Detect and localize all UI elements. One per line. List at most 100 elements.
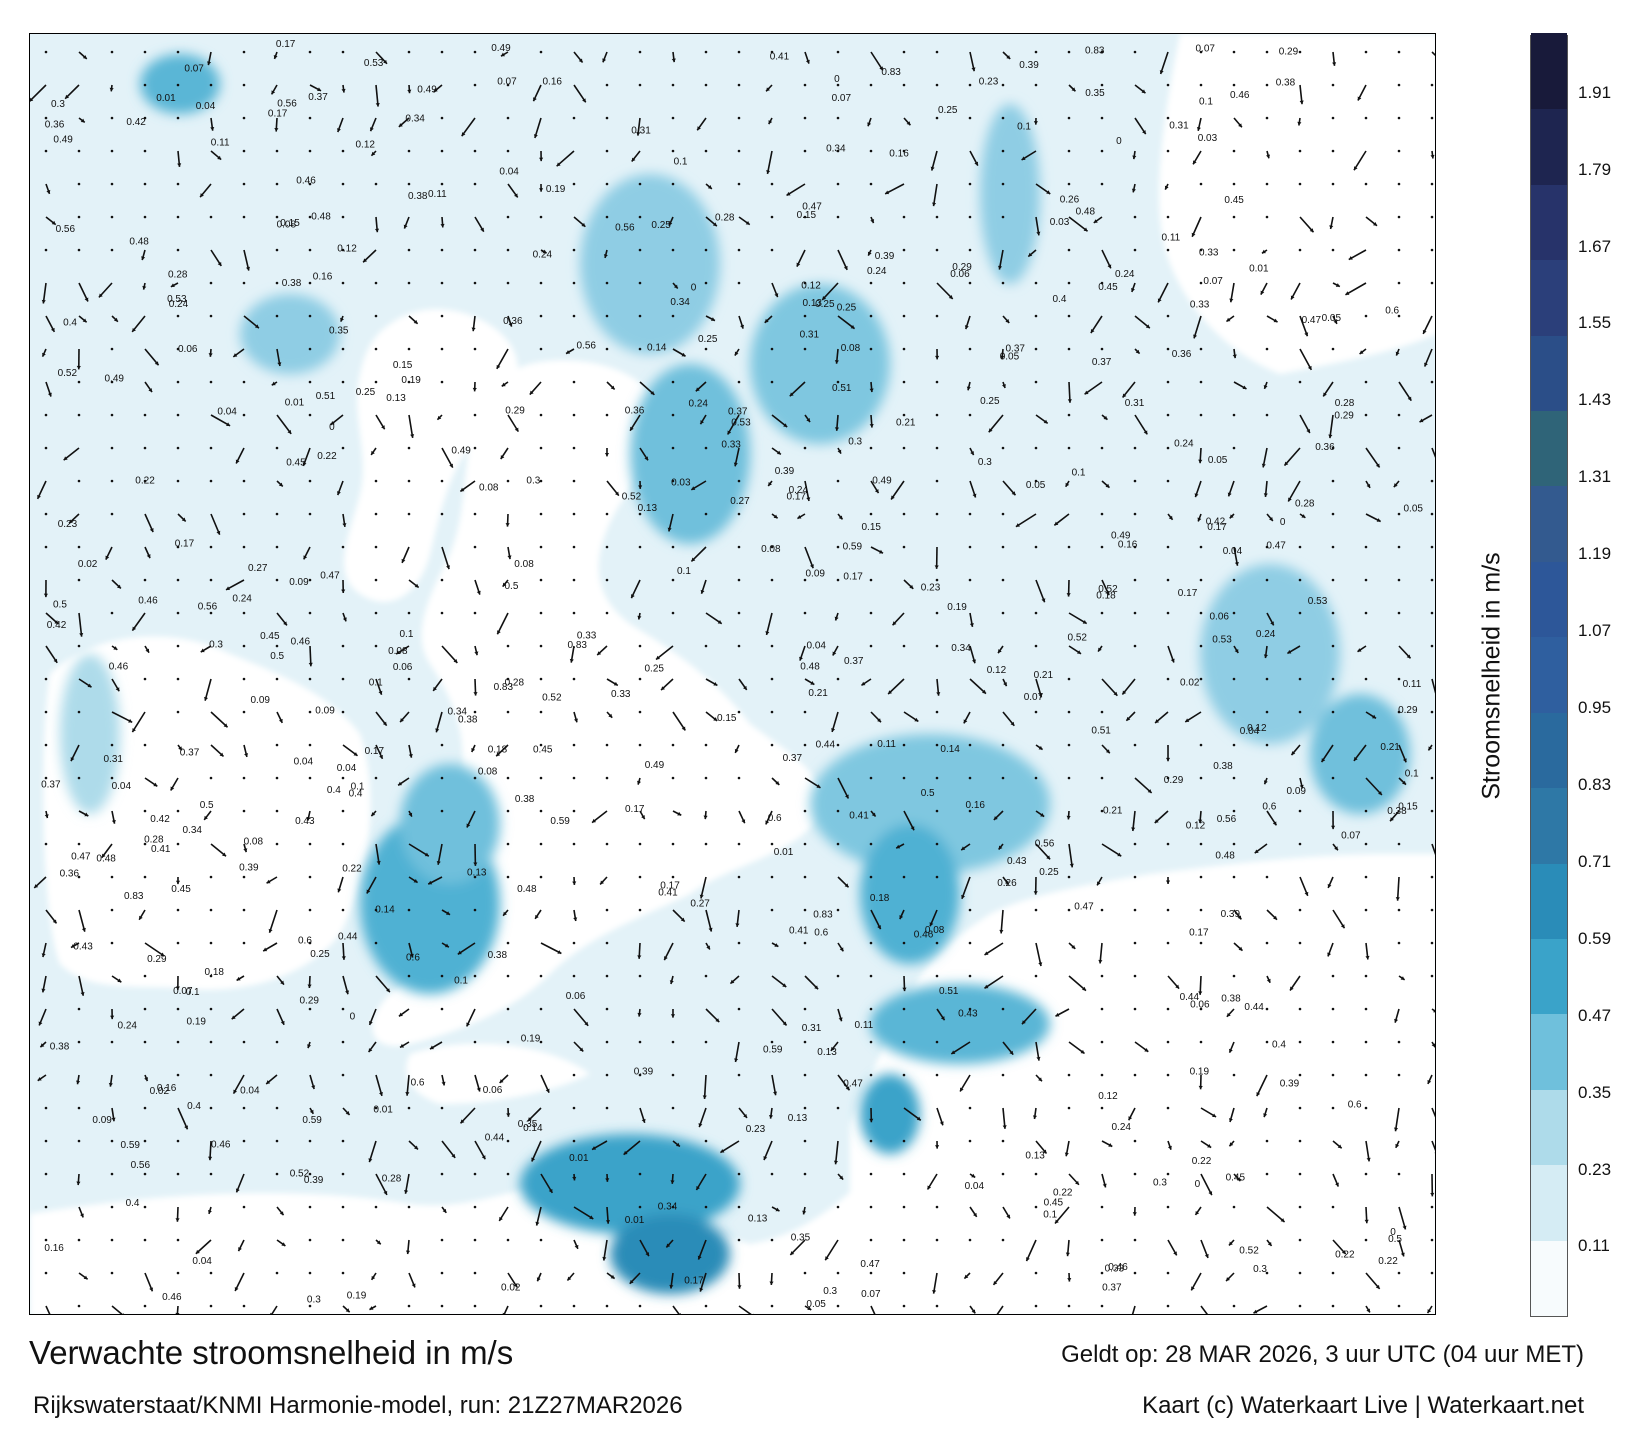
grid-dot xyxy=(209,1073,213,1077)
grid-dot xyxy=(341,545,345,549)
grid-dot xyxy=(1034,446,1038,450)
grid-dot xyxy=(506,1238,510,1242)
grid-dot xyxy=(605,347,609,351)
current-arrowhead xyxy=(1263,780,1268,785)
grid-dot xyxy=(704,446,708,450)
grid-dot xyxy=(671,1106,675,1110)
grid-dot xyxy=(1364,809,1368,813)
grid-dot xyxy=(143,83,147,87)
speed-label: 0.46 xyxy=(211,1140,231,1151)
grid-dot xyxy=(275,446,279,450)
grid-dot xyxy=(1100,710,1104,714)
grid-dot xyxy=(1067,908,1071,912)
grid-dot xyxy=(539,809,543,813)
current-arrowhead xyxy=(345,1308,350,1313)
speed-label: 0.38 xyxy=(282,278,302,289)
grid-dot xyxy=(209,1304,213,1308)
speed-label: 0.45 xyxy=(286,457,306,468)
grid-dot xyxy=(968,281,972,285)
grid-dot xyxy=(1133,842,1137,846)
grid-dot xyxy=(1133,578,1137,582)
grid-dot xyxy=(605,116,609,120)
grid-dot xyxy=(506,677,510,681)
speed-label: 0.53 xyxy=(364,58,384,69)
grid-dot xyxy=(143,1172,147,1176)
current-arrowhead xyxy=(1334,846,1338,851)
current-arrowhead xyxy=(768,1114,774,1119)
grid-dot xyxy=(770,743,774,747)
grid-dot xyxy=(1199,1040,1203,1044)
grid-dot xyxy=(902,1238,906,1242)
grid-dot xyxy=(803,743,807,747)
grid-dot xyxy=(1397,908,1401,912)
current-arrowhead xyxy=(867,251,872,256)
grid-dot xyxy=(968,1106,972,1110)
grid-dot xyxy=(1034,479,1038,483)
grid-dot xyxy=(209,314,213,318)
current-arrowhead xyxy=(1036,231,1041,236)
speed-label: 0.44 xyxy=(485,1132,505,1143)
grid-dot xyxy=(1364,875,1368,879)
current-arrowhead xyxy=(1191,232,1196,237)
grid-dot xyxy=(110,50,114,54)
speed-label: 0 xyxy=(1195,1179,1201,1190)
grid-dot xyxy=(638,743,642,747)
current-arrowhead xyxy=(51,220,56,225)
current-arrow xyxy=(1068,612,1088,625)
grid-dot xyxy=(704,974,708,978)
grid-dot xyxy=(1265,182,1269,186)
grid-dot xyxy=(1100,1271,1104,1275)
grid-dot xyxy=(1298,611,1302,615)
current-arrowhead xyxy=(699,1287,704,1292)
current-arrowhead xyxy=(1301,514,1306,518)
current-arrowhead xyxy=(401,558,406,563)
grid-dot xyxy=(143,1238,147,1242)
current-arrowhead xyxy=(1366,483,1371,488)
grid-dot xyxy=(1397,446,1401,450)
grid-dot xyxy=(506,1007,510,1011)
grid-dot xyxy=(1133,875,1137,879)
grid-dot xyxy=(341,1271,345,1275)
current-arrow xyxy=(705,909,713,932)
grid-dot xyxy=(1001,149,1005,153)
current-arrowhead xyxy=(280,1020,285,1025)
current-arrow xyxy=(459,1107,476,1124)
grid-dot xyxy=(803,908,807,912)
current-arrowhead xyxy=(636,131,641,136)
current-arrowhead xyxy=(845,1086,850,1091)
grid-dot xyxy=(407,380,411,384)
grid-dot xyxy=(1298,50,1302,54)
grid-dot xyxy=(110,149,114,153)
current-arrowhead xyxy=(1288,497,1292,502)
grid-dot xyxy=(1232,974,1236,978)
current-arrowhead xyxy=(141,256,146,261)
current-arrowhead xyxy=(630,594,635,599)
grid-dot xyxy=(1067,50,1071,54)
current-arrowhead xyxy=(584,1021,589,1026)
speed-label: 0.44 xyxy=(816,740,836,751)
current-arrowhead xyxy=(695,387,700,392)
current-arrow xyxy=(573,1206,594,1220)
speed-label: 0.07 xyxy=(1203,276,1223,287)
speed-label: 0.29 xyxy=(1164,775,1184,786)
grid-dot xyxy=(1298,1073,1302,1077)
grid-dot xyxy=(1232,875,1236,879)
grid-dot xyxy=(1034,380,1038,384)
grid-dot xyxy=(1034,281,1038,285)
current-arrowhead xyxy=(440,223,445,228)
grid-dot xyxy=(1034,611,1038,615)
grid-dot xyxy=(242,908,246,912)
grid-dot xyxy=(638,1304,642,1308)
current-arrowhead xyxy=(822,296,827,300)
speed-label: 0.04 xyxy=(112,781,132,792)
current-arrowhead xyxy=(839,1175,844,1180)
current-arrowhead xyxy=(175,1218,180,1222)
grid-dot xyxy=(1034,545,1038,549)
speed-label: 0.83 xyxy=(568,640,588,651)
current-arrowhead xyxy=(70,944,75,948)
current-arrowhead xyxy=(76,365,81,370)
current-arrowhead xyxy=(1372,714,1377,719)
grid-dot xyxy=(341,380,345,384)
speed-label: 0.14 xyxy=(647,343,667,354)
current-speed-map[interactable]: 0.38 0.02 0.56 0.12 0.46 0.46 0.36 0.83 0.04 0.13… xyxy=(29,33,1436,1315)
